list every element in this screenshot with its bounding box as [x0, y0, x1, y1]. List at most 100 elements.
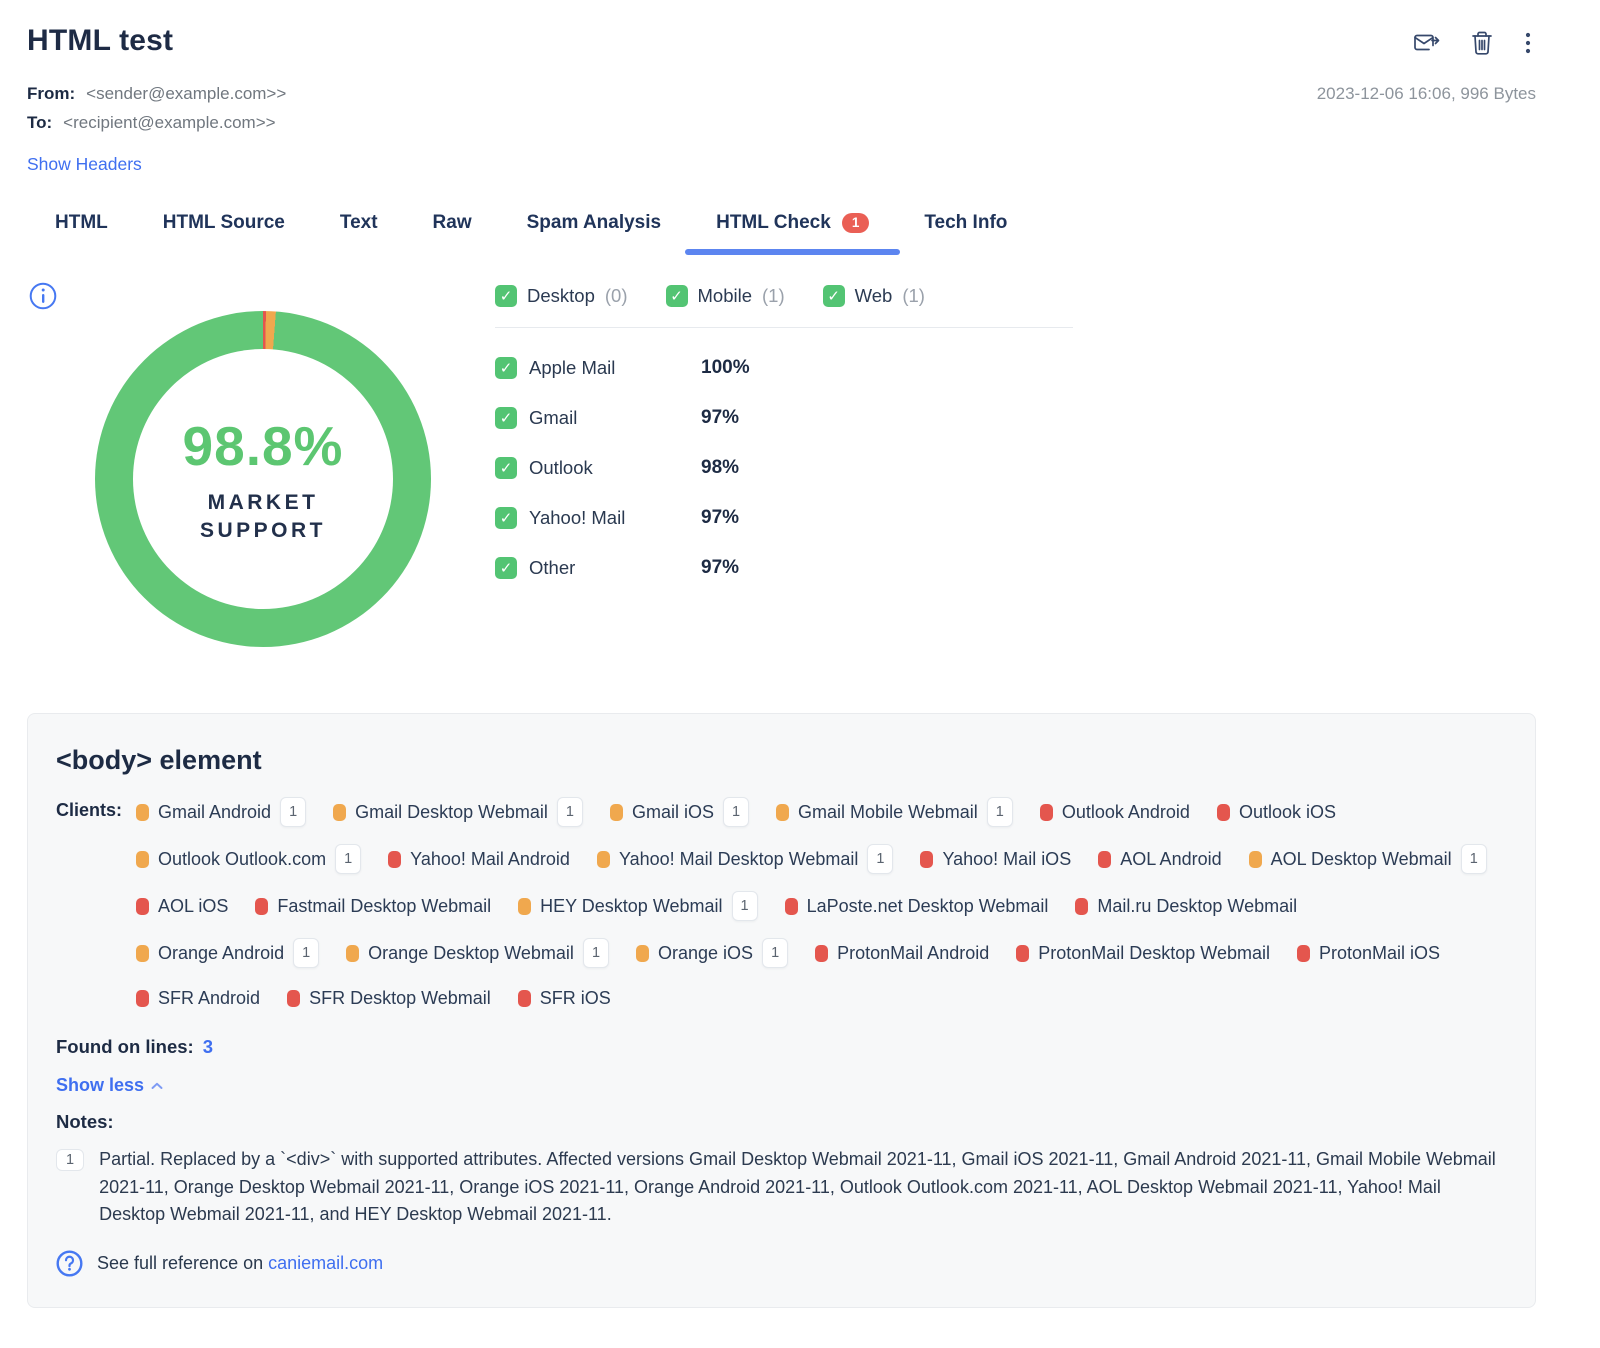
client-name: Outlook Android — [1061, 802, 1190, 822]
support-row-apple-mail: ✓ Apple Mail 100% — [495, 357, 1073, 379]
client-chip: Orange Android 1 — [136, 938, 320, 968]
client-chip: Mail.ru Desktop Webmail — [1075, 891, 1297, 921]
header-actions — [1413, 30, 1532, 56]
checkbox-checked-icon[interactable]: ✓ — [495, 457, 517, 479]
support-percent: 97% — [701, 557, 740, 578]
tab-html-check[interactable]: HTML Check 1 — [685, 212, 901, 255]
client-chip: ProtonMail iOS — [1297, 938, 1440, 968]
client-name: Outlook iOS — [1238, 802, 1336, 822]
client-chip: Outlook Android — [1039, 797, 1190, 827]
unsupported-dot-icon — [255, 897, 269, 915]
unsupported-dot-icon — [1098, 850, 1112, 868]
partial-dot-icon — [136, 803, 149, 821]
client-name: Orange Desktop Webmail — [368, 943, 574, 963]
client-chip: AOL Desktop Webmail 1 — [1248, 844, 1487, 874]
client-chip: Yahoo! Mail iOS — [920, 844, 1071, 874]
client-chip: ProtonMail Android — [815, 938, 989, 968]
checkbox-checked-icon[interactable]: ✓ — [495, 285, 517, 307]
reference-text: See full reference on — [97, 1252, 264, 1273]
tab-html-source[interactable]: HTML Source — [163, 212, 285, 234]
support-row-outlook: ✓ Outlook 98% — [495, 457, 1073, 479]
client-name: Yahoo! Mail iOS — [942, 849, 1072, 869]
filter-label: Desktop — [527, 285, 595, 306]
show-less-link[interactable]: Show less — [56, 1075, 163, 1096]
filter-count: (1) — [762, 285, 785, 306]
tab-warning-badge: 1 — [841, 212, 870, 234]
checkbox-checked-icon[interactable]: ✓ — [495, 557, 517, 579]
tab-raw[interactable]: Raw — [433, 212, 472, 234]
unsupported-dot-icon — [136, 989, 149, 1007]
filter-label: Mobile — [697, 285, 753, 306]
info-icon[interactable] — [29, 282, 57, 315]
checkbox-checked-icon[interactable]: ✓ — [665, 285, 688, 307]
client-note-badge: 1 — [762, 938, 789, 968]
client-name: SFR iOS — [539, 988, 611, 1008]
kebab-menu-icon[interactable] — [1524, 30, 1532, 56]
client-chip: Gmail Mobile Webmail 1 — [776, 797, 1013, 827]
checkbox-checked-icon[interactable]: ✓ — [495, 407, 517, 429]
client-chip: Outlook Outlook.com 1 — [136, 844, 362, 874]
unsupported-dot-icon — [1039, 803, 1053, 821]
support-client-label: Apple Mail — [529, 357, 616, 378]
unsupported-dot-icon — [1297, 944, 1310, 962]
donut-center: 98.8% MARKET SUPPORT — [133, 349, 393, 609]
checkbox-checked-icon[interactable]: ✓ — [495, 357, 517, 379]
tab-label: Spam Analysis — [526, 212, 662, 233]
client-name: SFR Android — [158, 988, 261, 1008]
tab-tech-info[interactable]: Tech Info — [924, 212, 1007, 234]
partial-dot-icon — [636, 944, 650, 962]
support-percent: 100% — [701, 357, 750, 378]
client-chip: Orange Desktop Webmail 1 — [346, 938, 610, 968]
client-note-badge: 1 — [1460, 844, 1487, 874]
client-note-badge: 1 — [731, 891, 758, 921]
tab-spam-analysis[interactable]: Spam Analysis — [527, 212, 661, 234]
partial-dot-icon — [596, 850, 610, 868]
show-headers-link[interactable]: Show Headers — [27, 154, 142, 174]
tab-label: HTML Source — [162, 212, 285, 233]
support-client-label: Yahoo! Mail — [529, 507, 626, 528]
partial-dot-icon — [333, 803, 347, 821]
to-line: To: <recipient@example.com>> — [27, 113, 1536, 133]
client-chip: HEY Desktop Webmail 1 — [518, 891, 758, 921]
client-name: Gmail Android — [158, 802, 272, 822]
client-name: Orange iOS — [658, 943, 754, 963]
client-chip: AOL Android — [1098, 844, 1222, 874]
client-chip: LaPoste.net Desktop Webmail — [784, 891, 1049, 921]
client-name: AOL Android — [1120, 849, 1222, 869]
tab-bar: HTML HTML Source Text Raw Spam Analysis HTML … — [27, 212, 1536, 256]
support-percent: 97% — [701, 507, 740, 528]
client-name: LaPoste.net Desktop Webmail — [806, 896, 1049, 916]
release-email-icon[interactable] — [1413, 31, 1440, 55]
client-name: Fastmail Desktop Webmail — [277, 896, 492, 916]
checkbox-checked-icon[interactable]: ✓ — [822, 285, 845, 307]
tab-text[interactable]: Text — [340, 212, 378, 234]
client-name: Mail.ru Desktop Webmail — [1097, 896, 1298, 916]
client-chip: Yahoo! Mail Android — [388, 844, 570, 874]
support-client-label: Outlook — [529, 457, 593, 478]
clients-label: Clients: — [56, 800, 123, 820]
tab-html[interactable]: HTML — [55, 212, 108, 234]
client-chip: SFR Desktop Webmail — [287, 985, 491, 1011]
unsupported-dot-icon — [1216, 803, 1230, 821]
client-name: AOL Desktop Webmail — [1270, 849, 1452, 869]
caniemail-link[interactable]: caniemail.com — [268, 1252, 384, 1273]
unsupported-dot-icon — [136, 897, 149, 915]
client-note-badge: 1 — [582, 938, 610, 968]
client-name: Yahoo! Mail Desktop Webmail — [618, 849, 859, 869]
client-name: ProtonMail iOS — [1319, 943, 1441, 963]
found-line-link[interactable]: 3 — [202, 1036, 213, 1057]
delete-icon[interactable] — [1470, 30, 1494, 56]
client-chip: ProtonMail Desktop Webmail — [1016, 938, 1270, 968]
found-on-lines: Found on lines: 3 — [56, 1036, 1507, 1058]
client-name: ProtonMail Desktop Webmail — [1038, 943, 1270, 963]
filter-desktop[interactable]: ✓ Desktop (0) — [495, 285, 628, 307]
filter-web[interactable]: ✓ Web (1) — [822, 285, 925, 307]
filter-mobile[interactable]: ✓ Mobile (1) — [665, 285, 785, 307]
note-text: Partial. Replaced by a `<div>` with supp… — [99, 1149, 1496, 1224]
partial-dot-icon — [1248, 850, 1262, 868]
client-chips: Gmail Android 1 Gmail Desktop Webmail 1 Gmai… — [136, 797, 1507, 1011]
page-title: HTML test — [27, 24, 174, 57]
checkbox-checked-icon[interactable]: ✓ — [495, 507, 517, 529]
partial-dot-icon — [776, 803, 790, 821]
